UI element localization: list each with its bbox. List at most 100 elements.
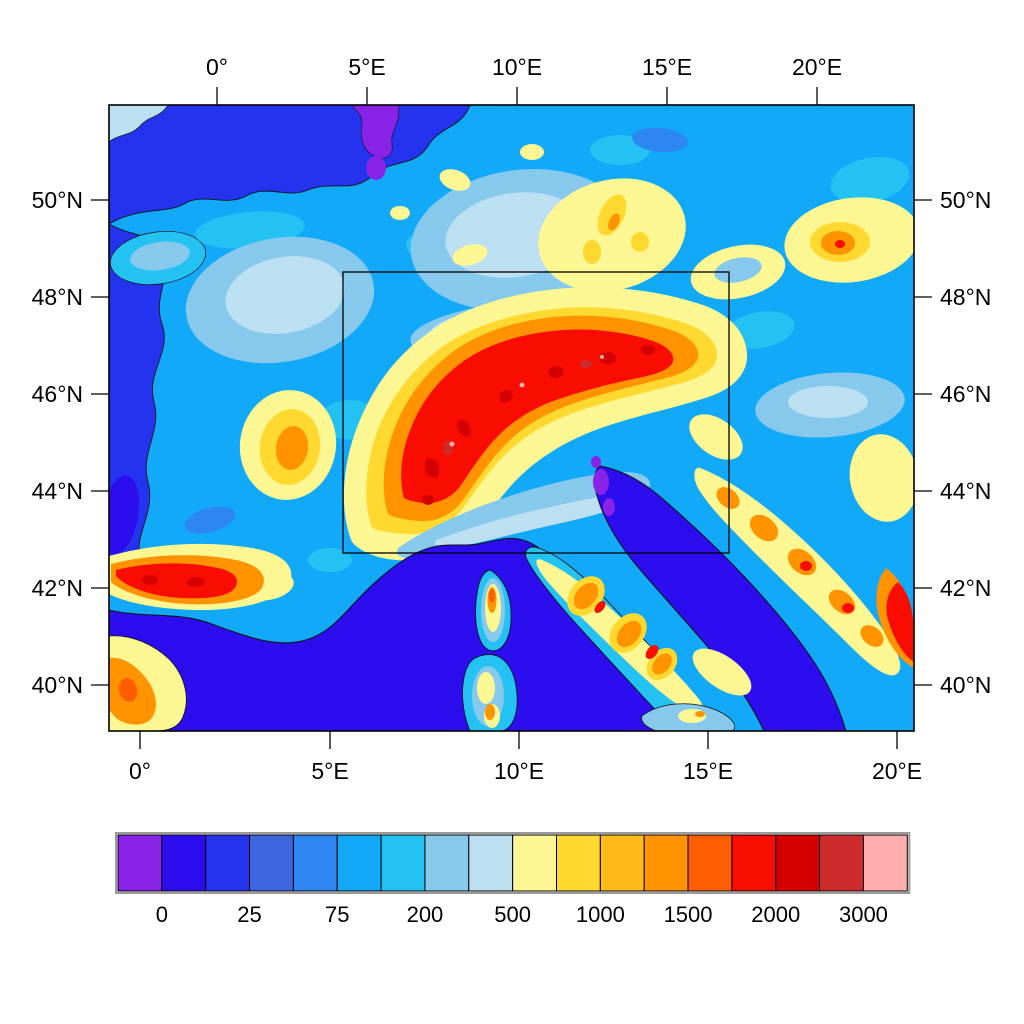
alps-highest [401, 329, 674, 504]
sea-biscay-deep [109, 475, 140, 555]
apennines-core [616, 620, 642, 648]
dinaric-peak [842, 603, 854, 613]
pyrenees-peak [187, 576, 205, 588]
tick-label: 42°N [32, 575, 83, 601]
colorbar-swatch [161, 834, 207, 892]
france-basin-pale [225, 256, 345, 334]
colorbar-tick-label: 200 [407, 902, 444, 927]
german-uplands-ridge [631, 232, 649, 252]
corsica-peak [489, 589, 495, 603]
colorbar-swatch [512, 834, 558, 892]
dinaric-core [860, 625, 884, 647]
map-frame [108, 104, 915, 732]
colorbar-swatch [249, 834, 294, 892]
texture-blob [632, 127, 688, 153]
colorbar-swatch [380, 834, 426, 892]
colorbar-swatch [424, 834, 470, 892]
uplands-spot [439, 169, 471, 191]
colorbar-swatch [556, 834, 601, 892]
tick-label: 40°N [940, 672, 991, 698]
colorbar-tick-label: 25 [237, 902, 261, 927]
texture-blob [308, 548, 352, 572]
colorbar-swatch [468, 834, 514, 892]
tick-label: 46°N [940, 381, 991, 407]
tick-label: 15°E [642, 54, 692, 80]
terrain-contours [109, 105, 914, 731]
massif-central-core [275, 426, 309, 470]
pyrenees-highest [116, 563, 238, 599]
uplands-spot [452, 244, 488, 266]
bottom-axis: 0° 5°E 10°E 15°E 20°E [129, 731, 922, 784]
colorbar-tick-label: 500 [494, 902, 531, 927]
po-valley-pale [435, 493, 629, 549]
balkan-edge-highest [886, 582, 914, 662]
alps-peak-dark [580, 360, 592, 368]
colorbar-swatch [819, 834, 864, 892]
tick-label: 44°N [32, 478, 83, 504]
tick-label: 42°N [940, 575, 991, 601]
alps-peak [424, 458, 440, 478]
iberia-peak [118, 678, 138, 702]
apennines-core [652, 653, 672, 675]
colorbar-tick-label: 0 [156, 902, 168, 927]
tick-label: 40°N [32, 672, 83, 698]
brittany-core [130, 241, 190, 271]
below-sealevel-po-delta [591, 456, 601, 468]
tick-label: 10°E [494, 758, 544, 784]
bohemian-basin [714, 257, 762, 283]
inset-domain-box [342, 271, 730, 554]
alps-summit [519, 382, 525, 388]
tick-label: 50°N [32, 187, 83, 213]
tick-label: 15°E [683, 758, 733, 784]
tick-label: 50°N [940, 187, 991, 213]
uplands-spot [520, 144, 544, 160]
colorbar-swatch [687, 834, 733, 892]
alps-peak [422, 495, 434, 505]
colorbar-swatch [117, 834, 163, 892]
tick-label: 44°N [940, 478, 991, 504]
england-corner [109, 105, 169, 143]
apennines-peak [645, 645, 659, 659]
alps-peak [548, 365, 564, 379]
below-sealevel-netherlands [351, 105, 400, 159]
sardinia-uplands [477, 672, 495, 704]
tick-label: 10°E [492, 54, 542, 80]
german-uplands-ridge [583, 240, 601, 264]
sea-adriatic [594, 465, 847, 731]
colorbar-tick-label: 75 [325, 902, 349, 927]
apennines-core [573, 582, 599, 610]
below-sealevel-po-delta [593, 469, 609, 495]
below-sealevel-netherlands [366, 156, 386, 180]
dinaric-peak [800, 561, 812, 571]
tick-label: 48°N [32, 284, 83, 310]
colorbar-tick-label: 1000 [576, 902, 625, 927]
tick-label: 5°E [348, 54, 385, 80]
balkan-uplands [849, 434, 914, 522]
german-uplands-peak [608, 213, 620, 231]
dinaric-core [749, 514, 779, 542]
alps-peak [641, 345, 655, 355]
sardinia-peak [485, 704, 495, 720]
tick-label: 46°N [32, 381, 83, 407]
colorbar-frame [115, 832, 911, 894]
colorbar-swatch [775, 834, 821, 892]
apennines-peak [594, 601, 606, 613]
texture-blob [184, 506, 236, 534]
tick-label: 5°E [311, 758, 348, 784]
ne-uplands-peak [835, 240, 845, 248]
pyrenees-peak [142, 575, 158, 585]
tick-label: 0° [206, 54, 228, 80]
colorbar-tick-label: 3000 [839, 902, 888, 927]
tick-label: 0° [129, 758, 151, 784]
colorbar-swatch [731, 834, 777, 892]
alps-summit [449, 441, 455, 447]
puglia-uplands [692, 648, 752, 696]
colorbar-swatch [292, 834, 338, 892]
colorbar-swatch [862, 834, 908, 892]
texture-blob [830, 156, 910, 204]
tick-label: 48°N [940, 284, 991, 310]
alps-peak [600, 352, 616, 364]
colorbar-swatch [599, 834, 645, 892]
